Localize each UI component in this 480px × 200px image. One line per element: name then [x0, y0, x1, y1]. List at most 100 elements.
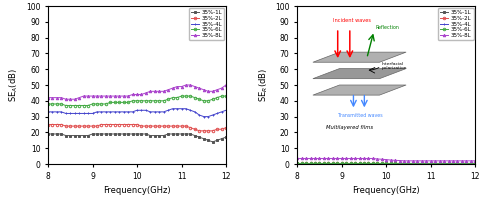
- 35%-1L: [174, 133, 180, 135]
- 35%-8L: [45, 96, 51, 99]
- 35%-2L: [59, 123, 64, 126]
- Line: 35%-4L: 35%-4L: [296, 161, 477, 164]
- 35%-6L: [143, 100, 149, 102]
- 35%-6L: [419, 162, 425, 165]
- 35%-1L: [192, 134, 198, 137]
- 35%-2L: [308, 162, 313, 164]
- 35%-2L: [174, 125, 180, 127]
- 35%-1L: [308, 162, 313, 165]
- 35%-2L: [98, 123, 104, 126]
- 35%-2L: [179, 125, 184, 127]
- 35%-1L: [67, 134, 73, 137]
- 35%-6L: [139, 100, 144, 102]
- 35%-2L: [428, 162, 433, 164]
- 35%-2L: [325, 162, 331, 164]
- 35%-2L: [321, 162, 327, 164]
- 35%-1L: [361, 162, 367, 165]
- 35%-2L: [45, 123, 51, 126]
- 35%-1L: [357, 162, 362, 165]
- 35%-2L: [210, 130, 216, 132]
- 35%-2L: [183, 125, 189, 127]
- 35%-2L: [419, 162, 425, 164]
- 35%-6L: [219, 95, 225, 97]
- 35%-1L: [214, 139, 220, 142]
- 35%-2L: [76, 125, 82, 127]
- 35%-8L: [357, 157, 362, 160]
- 35%-1L: [54, 133, 60, 135]
- 35%-6L: [76, 104, 82, 107]
- 35%-8L: [468, 160, 474, 162]
- 35%-2L: [463, 162, 469, 164]
- 35%-1L: [401, 162, 407, 165]
- 35%-8L: [463, 160, 469, 162]
- 35%-6L: [361, 162, 367, 165]
- 35%-1L: [437, 162, 443, 165]
- 35%-2L: [343, 162, 349, 164]
- 35%-1L: [49, 133, 55, 135]
- 35%-8L: [437, 160, 443, 162]
- 35%-2L: [112, 123, 118, 126]
- 35%-2L: [299, 162, 304, 164]
- 35%-1L: [459, 162, 465, 165]
- 35%-4L: [49, 111, 55, 113]
- 35%-4L: [455, 162, 460, 164]
- 35%-8L: [445, 160, 451, 162]
- Y-axis label: SE$_A$(dB): SE$_A$(dB): [8, 68, 20, 102]
- 35%-6L: [152, 100, 157, 102]
- 35%-4L: [219, 111, 225, 113]
- 35%-8L: [59, 96, 64, 99]
- 35%-1L: [210, 141, 216, 143]
- 35%-2L: [130, 123, 135, 126]
- 35%-1L: [463, 162, 469, 165]
- 35%-1L: [468, 162, 474, 165]
- 35%-4L: [335, 162, 340, 164]
- 35%-8L: [85, 95, 91, 97]
- 35%-6L: [317, 162, 323, 165]
- 35%-2L: [223, 126, 229, 129]
- 35%-4L: [125, 111, 131, 113]
- 35%-1L: [196, 136, 202, 138]
- 35%-2L: [374, 162, 380, 164]
- 35%-1L: [455, 162, 460, 165]
- 35%-6L: [401, 162, 407, 165]
- 35%-8L: [414, 160, 420, 162]
- 35%-6L: [196, 98, 202, 100]
- 35%-8L: [125, 95, 131, 97]
- 35%-4L: [321, 162, 327, 164]
- 35%-1L: [94, 133, 100, 135]
- 35%-8L: [90, 95, 96, 97]
- 35%-6L: [188, 95, 193, 97]
- 35%-2L: [366, 162, 372, 164]
- 35%-2L: [192, 128, 198, 130]
- 35%-4L: [303, 162, 309, 164]
- 35%-8L: [72, 98, 78, 100]
- 35%-1L: [379, 162, 384, 165]
- 35%-1L: [366, 162, 372, 165]
- 35%-1L: [299, 162, 304, 165]
- 35%-1L: [45, 133, 51, 135]
- 35%-6L: [179, 95, 184, 97]
- 35%-2L: [134, 123, 140, 126]
- 35%-8L: [396, 159, 402, 162]
- 35%-8L: [339, 157, 345, 160]
- 35%-2L: [401, 162, 407, 164]
- 35%-2L: [81, 125, 86, 127]
- 35%-4L: [147, 111, 153, 113]
- 35%-2L: [201, 130, 206, 132]
- 35%-6L: [112, 101, 118, 104]
- 35%-8L: [214, 89, 220, 91]
- 35%-8L: [183, 84, 189, 86]
- 35%-6L: [339, 162, 345, 165]
- 35%-2L: [147, 125, 153, 127]
- 35%-4L: [63, 112, 69, 115]
- 35%-8L: [348, 157, 353, 160]
- 35%-6L: [352, 162, 358, 165]
- 35%-1L: [419, 162, 425, 165]
- 35%-6L: [308, 162, 313, 165]
- 35%-1L: [179, 133, 184, 135]
- 35%-8L: [94, 95, 100, 97]
- 35%-8L: [459, 160, 465, 162]
- 35%-4L: [108, 111, 113, 113]
- 35%-4L: [357, 162, 362, 164]
- 35%-8L: [401, 160, 407, 162]
